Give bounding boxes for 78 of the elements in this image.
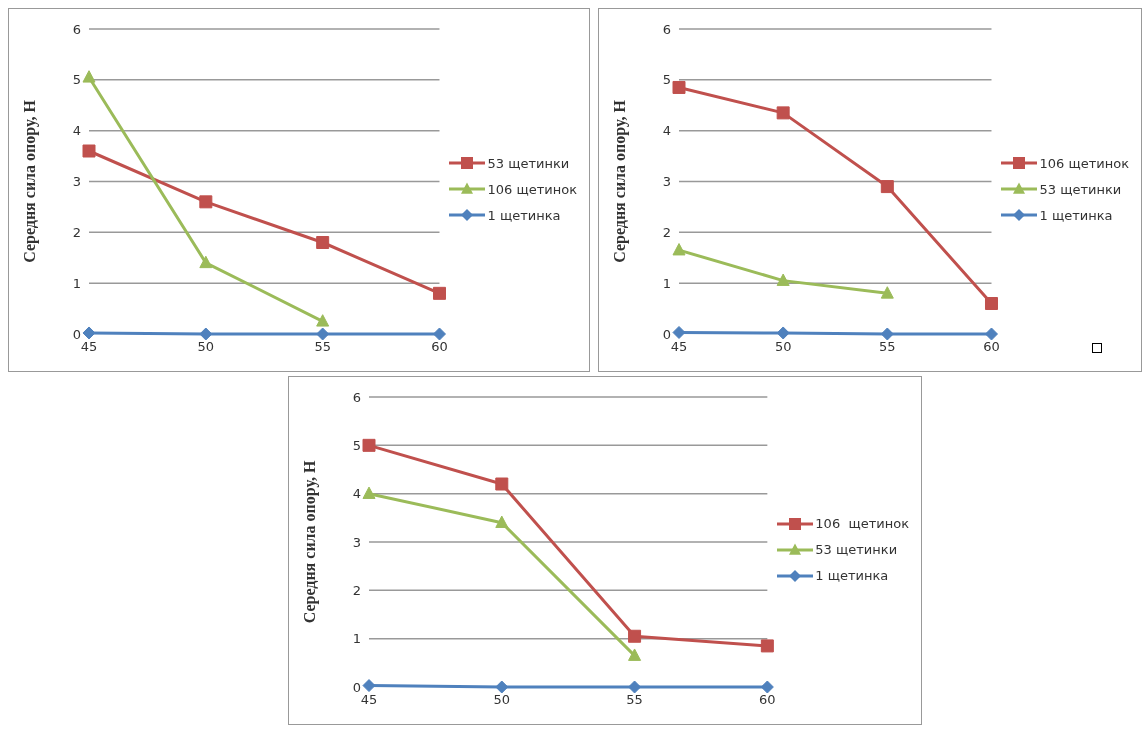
legend-label: 53 щетинки bbox=[1039, 181, 1122, 197]
point bbox=[776, 273, 790, 286]
y-tick-label: 0 bbox=[72, 326, 81, 342]
legend-label: 106 щетинок bbox=[1039, 155, 1129, 171]
x-tick-label: 60 bbox=[431, 339, 448, 355]
y-tick-label: 2 bbox=[352, 582, 361, 598]
x-tick-label: 45 bbox=[360, 692, 378, 708]
point bbox=[776, 106, 790, 120]
y-tick-label: 1 bbox=[662, 275, 671, 291]
point bbox=[760, 680, 774, 694]
y-axis-title: Середня сила опору, Н bbox=[20, 99, 39, 263]
point bbox=[199, 327, 213, 341]
y-tick-label: 4 bbox=[72, 123, 81, 139]
point bbox=[495, 477, 509, 491]
point bbox=[776, 326, 790, 340]
y-tick-label: 3 bbox=[662, 174, 671, 190]
point bbox=[362, 438, 376, 452]
point bbox=[199, 255, 213, 269]
y-tick-label: 5 bbox=[352, 437, 361, 453]
legend-label: 1 щетинка bbox=[1039, 207, 1113, 223]
y-tick-label: 6 bbox=[662, 21, 671, 37]
y-tick-label: 0 bbox=[352, 679, 361, 695]
point bbox=[984, 327, 998, 341]
y-tick-label: 6 bbox=[352, 389, 361, 405]
y-tick-label: 6 bbox=[72, 21, 81, 37]
point bbox=[672, 243, 686, 256]
point bbox=[628, 629, 642, 643]
x-tick-label: 60 bbox=[759, 692, 776, 708]
x-tick-label: 45 bbox=[80, 339, 98, 355]
point bbox=[984, 297, 998, 310]
point bbox=[880, 286, 894, 299]
point bbox=[672, 325, 686, 339]
x-tick-label: 50 bbox=[197, 339, 215, 355]
point bbox=[760, 639, 774, 653]
point bbox=[432, 286, 446, 300]
point bbox=[880, 327, 894, 341]
point bbox=[495, 515, 509, 528]
y-tick-label: 4 bbox=[662, 123, 671, 139]
y-tick-label: 5 bbox=[662, 72, 671, 88]
legend-label: 106 щетинок bbox=[815, 516, 909, 531]
y-tick-label: 3 bbox=[72, 174, 81, 190]
point bbox=[82, 70, 96, 83]
point bbox=[82, 326, 96, 340]
point bbox=[672, 80, 686, 94]
y-axis-title: Середня сила опору, Н bbox=[610, 99, 629, 263]
y-tick-label: 2 bbox=[662, 224, 671, 240]
y-tick-label: 4 bbox=[352, 486, 361, 502]
x-tick-label: 55 bbox=[879, 339, 896, 355]
y-tick-label: 1 bbox=[72, 275, 81, 291]
x-tick-label: 60 bbox=[983, 339, 1000, 355]
legend-label: 53 щетинки bbox=[487, 155, 570, 171]
legend-label: 106 щетинок bbox=[487, 181, 577, 197]
x-tick-label: 55 bbox=[314, 339, 331, 355]
point bbox=[316, 236, 330, 249]
y-tick-label: 0 bbox=[662, 326, 671, 342]
x-tick-label: 55 bbox=[626, 692, 643, 708]
y-tick-label: 3 bbox=[352, 534, 361, 550]
point bbox=[362, 679, 376, 693]
x-tick-label: 50 bbox=[774, 339, 792, 355]
x-tick-label: 45 bbox=[670, 339, 688, 355]
y-tick-label: 1 bbox=[352, 631, 361, 647]
point bbox=[495, 680, 509, 694]
legend-label: 1 щетинка bbox=[487, 207, 561, 223]
point bbox=[628, 648, 642, 661]
x-tick-label: 50 bbox=[493, 692, 511, 708]
y-tick-label: 5 bbox=[72, 72, 81, 88]
point bbox=[362, 486, 376, 499]
legend-label: 1 щетинка bbox=[815, 568, 889, 583]
point bbox=[880, 180, 894, 194]
point bbox=[628, 680, 642, 694]
point bbox=[199, 195, 213, 209]
y-axis-title: Середня сила опору, Н bbox=[300, 460, 319, 624]
point bbox=[82, 144, 96, 158]
point bbox=[316, 314, 330, 327]
legend-label: 53 щетинки bbox=[815, 542, 898, 557]
y-tick-label: 2 bbox=[72, 224, 81, 240]
point bbox=[432, 327, 446, 341]
point bbox=[316, 327, 330, 341]
